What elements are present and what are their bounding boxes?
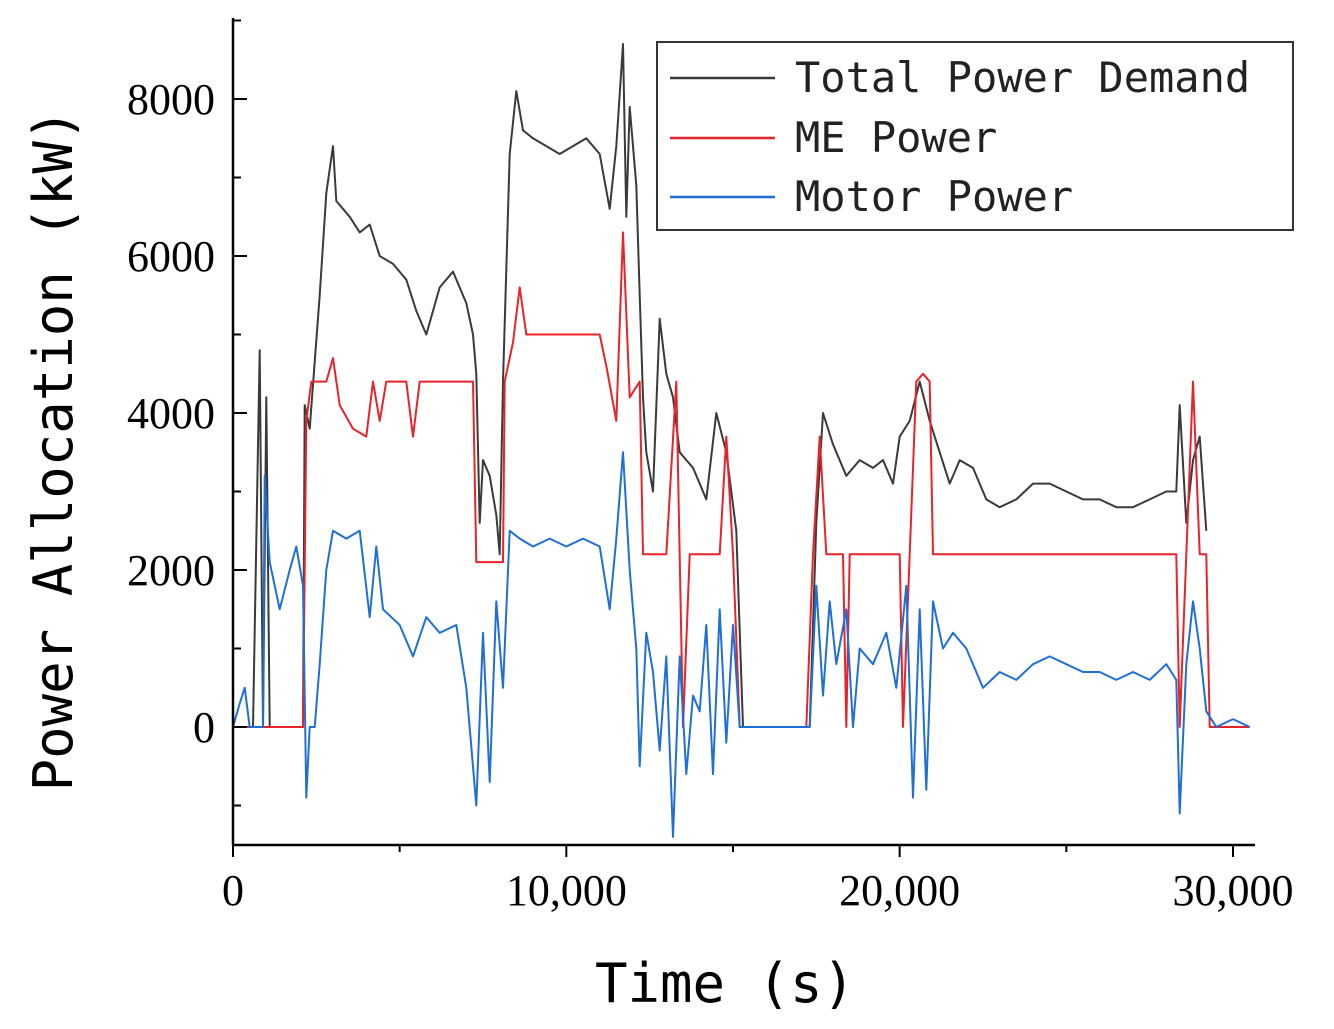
y-tick-label: 0	[193, 703, 215, 752]
legend: Total Power Demand ME Power Motor Power	[656, 41, 1294, 231]
ticks-layer: 0 2000 4000 6000 8000 0 10,000 20,000 30,000	[127, 19, 1293, 915]
x-tick-label: 0	[222, 866, 244, 915]
legend-label-total-power-demand: Total Power Demand	[795, 53, 1250, 102]
series-line-total-power-demand	[233, 43, 1208, 728]
legend-label-me-power: ME Power	[795, 113, 997, 162]
y-tick-label: 2000	[127, 546, 215, 595]
series-layer	[232, 43, 1251, 838]
series-line-me-power	[233, 231, 1250, 728]
y-tick-label: 4000	[127, 389, 215, 438]
series-line-motor-power	[232, 451, 1251, 838]
legend-box	[656, 41, 1294, 231]
y-tick-label: 8000	[127, 75, 215, 124]
legend-label-motor-power: Motor Power	[795, 172, 1073, 221]
x-axis-title: Time (s)	[595, 952, 855, 1015]
y-axis-title: Power Allocation (kW)	[22, 109, 85, 792]
x-tick-label: 20,000	[839, 866, 960, 915]
x-tick-label: 10,000	[506, 866, 627, 915]
y-tick-label: 6000	[127, 232, 215, 281]
x-tick-label: 30,000	[1172, 866, 1293, 915]
